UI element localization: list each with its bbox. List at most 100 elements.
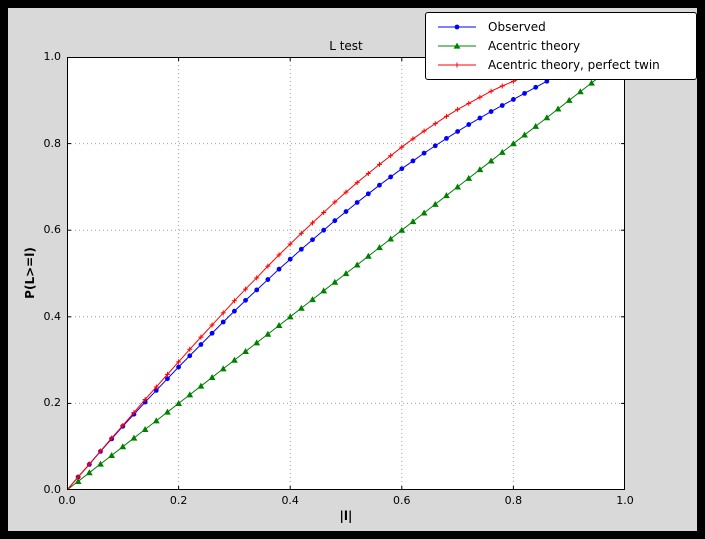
plus-marker	[176, 359, 182, 365]
series-line	[67, 68, 548, 490]
circle-marker	[187, 353, 193, 359]
chart-title: L test	[329, 39, 363, 53]
circle-marker	[477, 115, 483, 121]
triangle-marker	[431, 200, 439, 207]
plus-marker	[388, 153, 394, 159]
plus-marker	[187, 346, 193, 352]
plus-marker	[243, 286, 249, 292]
y-tick-label: 0.6	[43, 223, 62, 237]
plus-marker	[131, 409, 137, 415]
y-tick-label: 0.0	[43, 483, 62, 496]
plus-marker	[198, 334, 204, 340]
plus-marker	[287, 241, 293, 247]
triangle-marker	[453, 42, 461, 49]
circle-marker	[499, 103, 505, 108]
triangle-marker	[141, 425, 149, 432]
plus-marker	[153, 384, 159, 390]
y-tick-label: 1.0	[43, 50, 62, 63]
legend-line-sample	[438, 62, 476, 68]
plus-marker	[321, 209, 327, 215]
legend-line-sample	[438, 42, 476, 49]
plus-marker	[365, 170, 371, 176]
triangle-marker	[387, 235, 395, 242]
circle-marker	[198, 342, 204, 347]
triangle-marker	[465, 174, 473, 181]
circle-marker	[321, 227, 327, 233]
triangle-marker	[186, 391, 194, 398]
triangle-marker	[286, 313, 294, 320]
plus-marker	[443, 113, 449, 119]
circle-marker	[365, 191, 371, 197]
plus-marker	[142, 397, 148, 403]
triangle-marker	[264, 330, 272, 337]
triangle-marker	[119, 443, 127, 450]
triangle-marker	[320, 287, 328, 294]
x-tick-label: 0.6	[393, 494, 411, 507]
triangle-marker	[498, 148, 506, 155]
plus-marker	[432, 121, 438, 127]
triangle-marker	[152, 417, 160, 424]
plus-marker	[120, 422, 126, 428]
circle-marker	[399, 166, 405, 172]
triangle-marker	[420, 209, 428, 216]
figure-canvas: L test P(L>=l) |l| Observed Acentric theo…	[8, 8, 697, 531]
triangle-marker	[409, 218, 417, 225]
legend-entry: Observed	[436, 19, 686, 35]
circle-marker	[388, 174, 394, 180]
triangle-marker	[532, 122, 540, 129]
x-axis-label: |l|	[339, 509, 353, 523]
triangle-marker	[164, 408, 171, 415]
triangle-marker	[398, 226, 406, 233]
plus-marker	[86, 461, 92, 467]
circle-marker	[533, 84, 539, 90]
plus-marker	[209, 322, 215, 328]
plus-marker	[376, 161, 382, 167]
triangle-marker	[331, 278, 339, 285]
plus-marker	[220, 310, 226, 316]
circle-marker	[455, 129, 460, 134]
circle-marker	[544, 78, 550, 84]
triangle-marker	[454, 183, 461, 190]
plus-marker	[421, 128, 427, 134]
legend-entry: Acentric theory	[436, 38, 686, 54]
triangle-marker	[253, 339, 261, 346]
legend-line-sample	[438, 24, 476, 30]
triangle-marker	[85, 469, 93, 476]
x-tick-label: 0.8	[504, 494, 523, 507]
triangle-marker	[588, 79, 595, 86]
circle-marker	[165, 376, 170, 382]
triangle-marker	[342, 270, 350, 277]
plus-marker	[354, 180, 360, 186]
circle-marker	[377, 182, 382, 188]
triangle-marker	[97, 460, 104, 467]
triangle-marker	[309, 296, 316, 303]
triangle-marker	[443, 192, 450, 199]
circle-marker	[298, 246, 304, 252]
plus-marker	[109, 435, 115, 441]
plus-marker	[410, 136, 416, 142]
triangle-marker	[231, 356, 238, 363]
plus-marker	[164, 371, 170, 377]
triangle-marker	[130, 434, 138, 441]
plus-marker	[477, 94, 483, 100]
triangle-marker	[364, 252, 372, 259]
triangle-marker	[242, 348, 249, 355]
plus-marker	[310, 220, 316, 226]
legend-entry: Acentric theory, perfect twin	[436, 57, 686, 73]
plus-marker	[399, 144, 405, 150]
series-acentric-theory	[67, 70, 607, 490]
circle-marker	[209, 330, 215, 336]
circle-marker	[265, 277, 271, 282]
y-axis-label: P(L>=l)	[23, 247, 37, 299]
circle-marker	[254, 287, 260, 293]
triangle-marker	[208, 374, 216, 381]
circle-marker	[466, 122, 472, 127]
x-tick-label: 1.0	[616, 494, 634, 507]
circle-marker	[511, 97, 516, 102]
plus-marker	[298, 230, 304, 236]
triangle-marker	[197, 382, 205, 389]
circle-marker	[176, 364, 181, 370]
y-tick-label: 0.4	[43, 309, 62, 323]
legend: Observed Acentric theory Acentric theory, …	[425, 12, 697, 80]
